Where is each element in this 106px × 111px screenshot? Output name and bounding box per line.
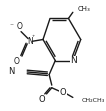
Text: O: O [60, 88, 66, 97]
Text: ⁻: ⁻ [9, 21, 13, 30]
Text: CH₂CH₃: CH₂CH₃ [82, 98, 105, 103]
Text: O: O [39, 95, 45, 104]
Text: ⁺: ⁺ [32, 35, 35, 40]
Text: N: N [8, 67, 15, 76]
Text: CH₃: CH₃ [78, 6, 91, 12]
Text: N: N [70, 56, 77, 65]
Text: N: N [27, 37, 33, 46]
Text: O: O [16, 22, 22, 31]
Text: O: O [14, 57, 20, 66]
